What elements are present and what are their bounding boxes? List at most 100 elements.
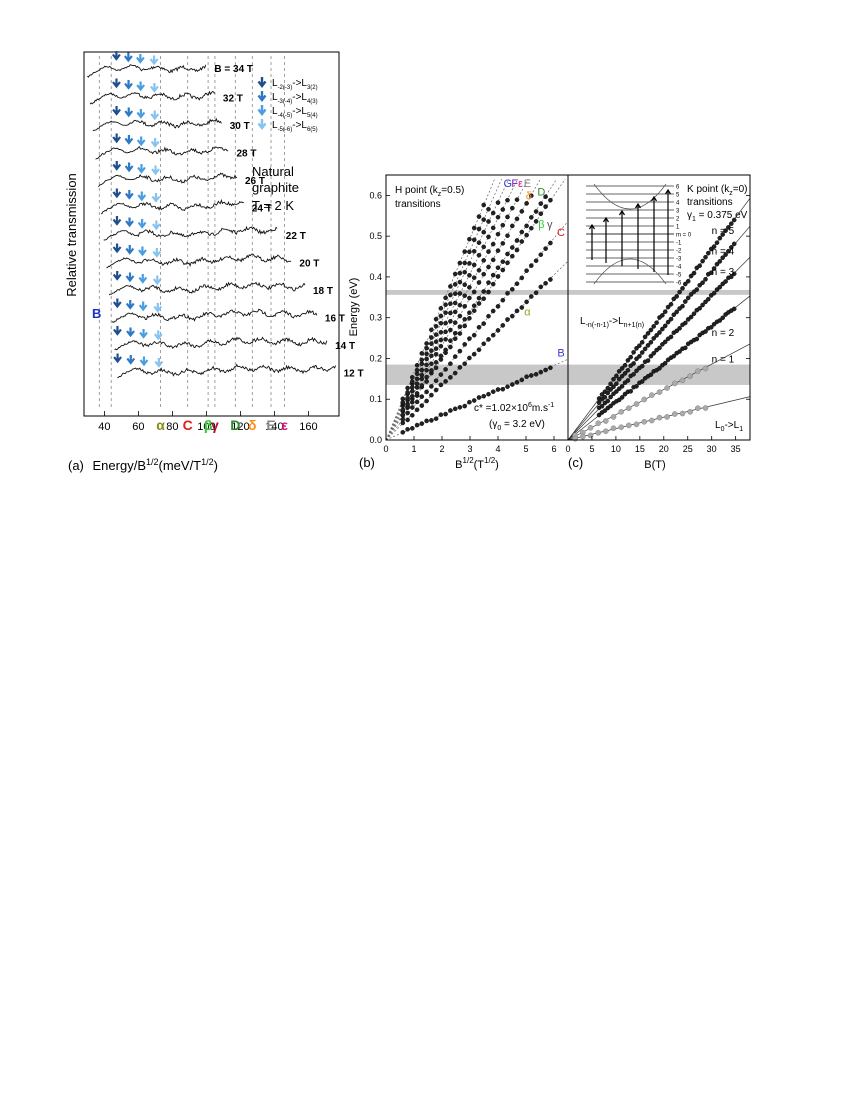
b-point-C: [500, 297, 506, 303]
b-point-α: [529, 294, 534, 299]
arrow-24T-2: [137, 191, 147, 202]
c-point-4: [672, 380, 678, 387]
c-point-2: [703, 299, 708, 305]
c-point-3: [596, 412, 602, 418]
arrow-26T-3: [151, 165, 160, 176]
b-point-ε: [457, 279, 463, 285]
field-label-20T: 20 T: [299, 259, 319, 270]
b-point-δ: [438, 337, 444, 343]
b-point-α: [481, 341, 487, 347]
c-point-3: [628, 388, 634, 394]
panel-b-c-unit: m.s: [532, 403, 548, 414]
a-x-tick-label-2: 80: [166, 421, 178, 433]
b-point-G: [467, 236, 472, 242]
b-point-C: [448, 361, 453, 367]
b-point-β: [543, 204, 548, 209]
arrow-12T-2: [139, 356, 149, 367]
inset-level-label-2: 4: [676, 201, 680, 207]
b-point-δ: [500, 222, 506, 228]
b-point-γ: [490, 272, 496, 278]
b-point-ε: [467, 261, 472, 266]
b-point-α: [448, 375, 453, 380]
c-point-1: [726, 248, 731, 254]
field-label-30T: 30 T: [230, 121, 250, 132]
b-point-B: [486, 391, 491, 397]
b-point-δ: [467, 285, 472, 290]
b-point-E: [438, 329, 444, 335]
b-point-B: [438, 412, 444, 418]
c-point-1: [711, 266, 717, 271]
arrow-28T-3: [150, 138, 160, 148]
panel-b-annotation-point: H point (kz=0.5): [395, 185, 464, 198]
c-x-tick-label-2: 10: [611, 444, 621, 454]
b-point-β: [548, 197, 553, 203]
b-point-α: [509, 313, 515, 319]
c-point-2: [605, 398, 611, 404]
b-x-tick-label-6: 6: [551, 444, 556, 454]
c-point-3: [602, 408, 608, 413]
c-point-0: [660, 312, 665, 318]
arrow-34T-1: [124, 52, 133, 63]
c-point-0: [648, 327, 654, 333]
c-point-5: [664, 414, 670, 420]
b-point-γ: [438, 353, 444, 359]
b-point-D: [524, 201, 529, 206]
panel-b-gamma-end: = 3.2 eV): [501, 419, 545, 430]
c-point-2: [608, 394, 613, 400]
inset-level-label-10: -4: [676, 265, 682, 271]
b-point-γ: [419, 383, 425, 388]
c-x-tick-label-4: 20: [659, 444, 669, 454]
b-point-α: [438, 382, 444, 388]
b-point-B: [448, 408, 453, 413]
b-point-γ: [495, 265, 501, 271]
b-point-G: [414, 362, 420, 368]
c-point-1: [697, 282, 703, 288]
b-point-γ: [486, 280, 491, 285]
c-point-2: [731, 271, 737, 277]
arrow-26T-0: [112, 161, 122, 171]
c-point-3: [662, 360, 668, 366]
c-point-3: [694, 336, 700, 342]
b-point-G: [457, 260, 463, 266]
arrow-30T-3: [150, 110, 160, 121]
c-x-tick-label-6: 30: [707, 444, 717, 454]
c-point-1: [614, 381, 619, 387]
b-point-F: [486, 206, 491, 212]
inset-arrow-3: [634, 202, 642, 269]
panel-b-point-end: =0.5): [441, 185, 464, 196]
b-point-B: [500, 386, 506, 392]
c-point-1: [637, 353, 642, 359]
b-point-B: [452, 406, 458, 412]
c-point-1: [703, 276, 708, 282]
c-point-2: [614, 389, 619, 394]
c-point-0: [614, 373, 619, 379]
b-point-α: [490, 332, 496, 338]
b-point-E: [500, 207, 506, 212]
c-point-0: [599, 392, 605, 397]
b-y-tick-label-4: 0.4: [369, 272, 382, 282]
b-point-E: [462, 282, 468, 288]
c-point-0: [616, 368, 622, 374]
a-line-label-7: ε: [281, 417, 288, 433]
a-line-label-6: E: [266, 417, 275, 433]
c-point-4: [618, 408, 625, 415]
b-x-tick-label-1: 1: [411, 444, 416, 454]
b-point-D: [433, 351, 439, 357]
c-point-0: [651, 324, 657, 329]
inset-arrow-4: [650, 195, 658, 272]
arrow-24T-0: [112, 188, 122, 199]
b-point-B: [414, 422, 420, 428]
b-point-γ: [471, 303, 477, 309]
panel-a-x-label-units-sup: 1/2: [201, 457, 214, 467]
b-point-δ: [457, 302, 463, 308]
b-point-ε: [462, 269, 468, 275]
spectrum-34T: [87, 64, 207, 78]
b-point-F: [457, 270, 463, 276]
b-series-label-E: E: [524, 178, 531, 190]
b-point-G: [452, 271, 458, 277]
b-point-B: [433, 416, 439, 422]
b-x-tick-label-2: 2: [439, 444, 444, 454]
b-point-δ: [448, 318, 453, 324]
b-point-γ: [400, 412, 406, 418]
b-point-γ: [509, 245, 515, 250]
